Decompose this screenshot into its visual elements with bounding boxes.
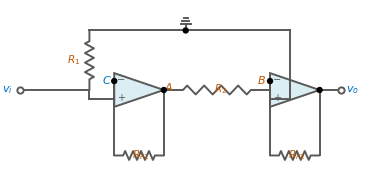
Text: $v_o$: $v_o$ bbox=[346, 84, 359, 96]
Text: +: + bbox=[273, 93, 281, 103]
Polygon shape bbox=[114, 73, 164, 107]
Polygon shape bbox=[270, 73, 319, 107]
Circle shape bbox=[161, 88, 166, 93]
Text: $R_1$: $R_1$ bbox=[67, 53, 80, 67]
Circle shape bbox=[112, 78, 117, 83]
Circle shape bbox=[183, 28, 188, 33]
Text: C: C bbox=[102, 76, 110, 86]
Text: $R_{F1}$: $R_{F1}$ bbox=[132, 149, 150, 162]
Text: A: A bbox=[165, 83, 172, 93]
Circle shape bbox=[317, 88, 322, 93]
Text: $v_i$: $v_i$ bbox=[2, 84, 13, 96]
Circle shape bbox=[268, 78, 273, 83]
Text: B: B bbox=[257, 76, 265, 86]
Text: −: − bbox=[117, 75, 125, 85]
Text: $R_2$: $R_2$ bbox=[215, 82, 227, 96]
Text: +: + bbox=[117, 93, 125, 103]
Text: $R_{F2}$: $R_{F2}$ bbox=[288, 149, 305, 162]
Text: −: − bbox=[273, 75, 281, 85]
